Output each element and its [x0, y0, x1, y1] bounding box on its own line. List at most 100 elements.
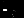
Text: a: a	[13, 0, 23, 12]
Bar	[15, 14, 16, 17]
Text: c: c	[4, 0, 12, 13]
Text: c: c	[14, 0, 23, 15]
Bar	[21, 16, 22, 17]
Text: d: d	[5, 0, 15, 16]
Text: a: a	[16, 0, 24, 15]
Bar	[8, 12, 9, 17]
Text: a: a	[13, 0, 23, 3]
Text: a: a	[11, 0, 21, 3]
Text: a: a	[0, 0, 8, 3]
Bar	[10, 14, 11, 17]
Text: c: c	[0, 0, 9, 12]
Text: a: a	[4, 0, 14, 12]
Text: a: a	[13, 0, 23, 3]
Text: ab: ab	[0, 0, 19, 3]
Text: b: b	[12, 0, 23, 4]
Text: b: b	[6, 0, 16, 5]
Text: b: b	[0, 0, 10, 12]
Text: a: a	[0, 0, 9, 3]
Bar	[3, 3, 4, 8]
Text: b: b	[16, 0, 24, 8]
Text: b: b	[16, 0, 24, 17]
Text: a: a	[15, 0, 24, 13]
Bar	[19, 4, 20, 8]
Text: a: a	[1, 0, 11, 3]
Text: b: b	[16, 0, 24, 17]
Text: a: a	[6, 0, 15, 14]
Text: c: c	[4, 0, 13, 3]
Bar	[14, 13, 15, 17]
Text: a: a	[4, 0, 14, 3]
Bar	[17, 14, 18, 17]
Bar	[21, 6, 22, 8]
Bar	[3, 12, 4, 17]
Text: b: b	[1, 0, 12, 3]
Text: b: b	[0, 0, 8, 12]
Text: ab: ab	[0, 0, 15, 3]
Text: a: a	[9, 0, 19, 13]
Text: a: a	[0, 0, 8, 3]
Text: C: C	[2, 9, 18, 18]
Bar	[10, 4, 11, 8]
Text: b: b	[12, 0, 22, 4]
Text: b: b	[0, 0, 10, 12]
Text: a: a	[0, 0, 7, 3]
Bar	[15, 4, 16, 8]
Text: c: c	[11, 0, 20, 13]
Text: b: b	[14, 0, 24, 5]
Text: b: b	[15, 0, 24, 13]
Text: a: a	[17, 0, 24, 5]
Text: b: b	[8, 0, 19, 13]
Text: a: a	[17, 0, 24, 15]
Text: a: a	[9, 0, 19, 13]
Text: ab: ab	[0, 0, 17, 3]
Text: bc: bc	[0, 0, 16, 12]
Bar	[6, 12, 7, 17]
Text: ab: ab	[0, 0, 15, 3]
Text: b: b	[10, 0, 21, 4]
Bar	[4, 3, 5, 8]
Bar	[8, 3, 9, 8]
Text: B: B	[13, 1, 24, 18]
Text: b: b	[3, 0, 13, 3]
Text: a: a	[15, 0, 24, 4]
Bar	[2, 12, 3, 17]
Text: a: a	[0, 0, 8, 12]
Text: c: c	[6, 0, 15, 15]
Text: b: b	[0, 0, 10, 3]
Text: b: b	[3, 0, 13, 13]
Bar	[4, 12, 5, 17]
Text: a: a	[0, 0, 10, 12]
Text: a: a	[15, 0, 24, 4]
Text: a: a	[6, 0, 15, 3]
Text: Perennial: Perennial	[0, 1, 22, 18]
Text: Annual: Annual	[0, 1, 11, 18]
Text: c: c	[13, 0, 22, 14]
Text: a: a	[0, 0, 8, 12]
Bar	[2, 3, 3, 8]
Text: a: a	[9, 0, 19, 3]
Text: Perennial: Perennial	[0, 9, 22, 18]
Bar	[6, 3, 7, 8]
Text: a: a	[9, 0, 19, 3]
Text: a: a	[10, 0, 20, 3]
Text: a: a	[0, 0, 8, 3]
Text: b: b	[11, 0, 21, 13]
Text: a: a	[9, 0, 19, 13]
Text: a: a	[2, 0, 12, 12]
Bar	[13, 14, 14, 17]
Text: d: d	[12, 0, 22, 14]
Text: c: c	[11, 0, 20, 14]
Text: a: a	[4, 0, 14, 12]
Text: a: a	[2, 0, 12, 3]
Text: a: a	[16, 0, 24, 6]
Text: a: a	[5, 0, 15, 4]
Text: b: b	[5, 0, 15, 15]
Text: a: a	[11, 0, 21, 3]
Bar	[19, 13, 20, 17]
Text: c: c	[5, 0, 14, 5]
Text: D: D	[13, 9, 24, 18]
Text: Annual: Annual	[0, 9, 11, 18]
Text: a: a	[8, 0, 18, 3]
Text: b: b	[13, 0, 23, 13]
